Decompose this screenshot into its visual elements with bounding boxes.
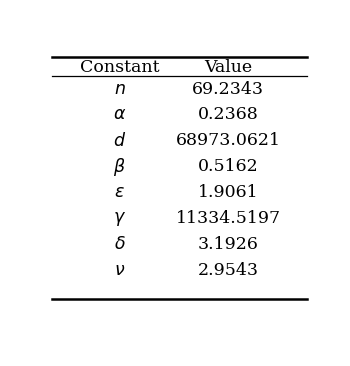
Text: $\beta$: $\beta$ [113, 156, 126, 178]
Text: $\delta$: $\delta$ [114, 236, 126, 253]
Text: 2.9543: 2.9543 [198, 262, 259, 279]
Text: $\alpha$: $\alpha$ [113, 107, 126, 123]
Text: 3.1926: 3.1926 [198, 236, 259, 253]
Text: $\gamma$: $\gamma$ [113, 210, 126, 228]
Text: Constant: Constant [80, 59, 160, 76]
Text: $d$: $d$ [113, 132, 126, 150]
Text: 68973.0621: 68973.0621 [176, 132, 281, 149]
Text: $\epsilon$: $\epsilon$ [114, 184, 125, 201]
Text: 0.2368: 0.2368 [198, 107, 259, 123]
Text: 1.9061: 1.9061 [198, 184, 259, 201]
Text: 69.2343: 69.2343 [192, 81, 264, 97]
Text: $n$: $n$ [114, 81, 126, 97]
Text: 11334.5197: 11334.5197 [176, 210, 281, 227]
Text: Value: Value [204, 59, 252, 76]
Text: 0.5162: 0.5162 [198, 158, 259, 175]
Text: $\nu$: $\nu$ [114, 262, 125, 279]
